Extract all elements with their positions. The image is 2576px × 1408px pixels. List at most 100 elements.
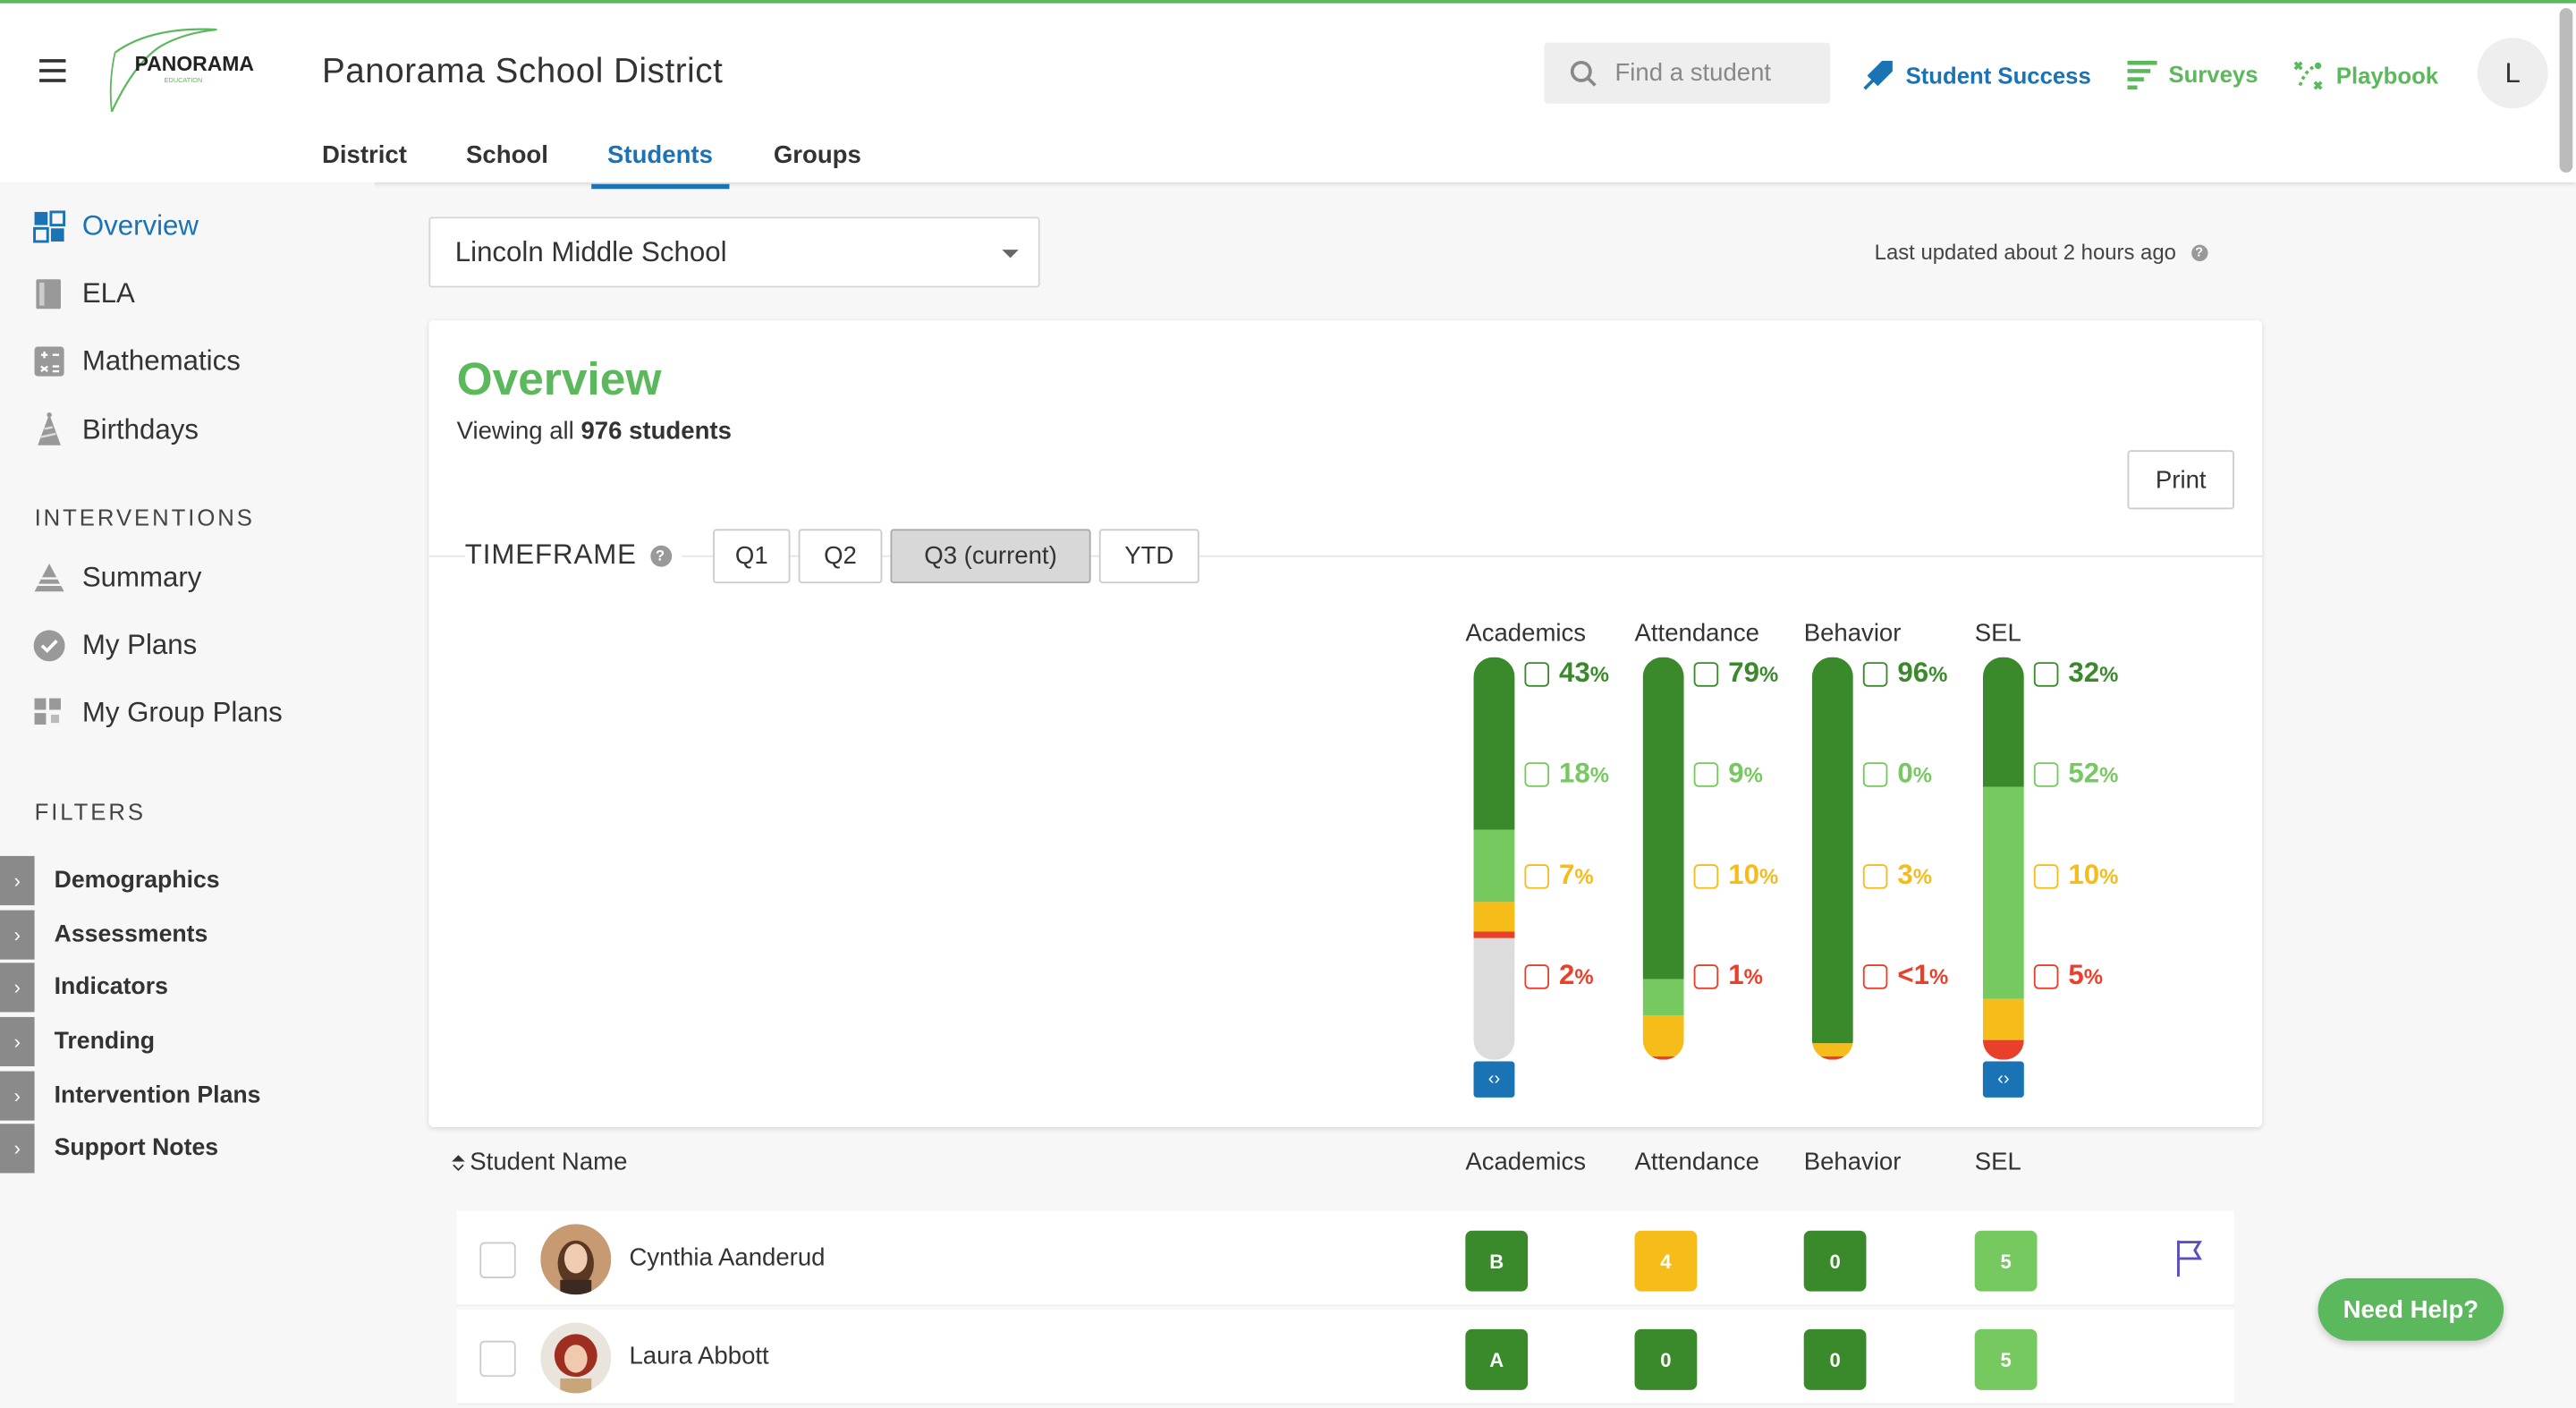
checkbox[interactable] — [2033, 963, 2059, 988]
student-search[interactable]: Find a student — [1544, 42, 1831, 104]
level-filter-checkbox[interactable]: 0% — [1862, 758, 1932, 791]
filter-intervention-plans[interactable]: › Intervention Plans — [0, 1071, 375, 1121]
level-filter-checkbox[interactable]: 9% — [1693, 758, 1763, 791]
attendance-badge[interactable]: 0 — [1634, 1328, 1698, 1390]
level-filter-checkbox[interactable]: 96% — [1862, 657, 1947, 691]
filter-demographics[interactable]: › Demographics — [0, 855, 375, 906]
behavior-badge[interactable]: 0 — [1803, 1328, 1867, 1390]
bar-segment[interactable] — [1982, 787, 2024, 999]
search-input[interactable]: Find a student — [1614, 59, 1772, 88]
level-filter-checkbox[interactable]: 79% — [1693, 657, 1778, 691]
scrollbar[interactable] — [2559, 8, 2573, 173]
tab-groups[interactable]: Groups — [773, 140, 861, 170]
checkbox[interactable] — [2033, 863, 2059, 888]
playbook-link[interactable]: Playbook — [2290, 57, 2438, 93]
row-checkbox[interactable] — [479, 1242, 516, 1278]
bar-segment[interactable] — [1642, 657, 1684, 979]
filter-assessments[interactable]: › Assessments — [0, 910, 375, 960]
level-filter-checkbox[interactable]: 1% — [1693, 960, 1763, 993]
tab-district[interactable]: District — [321, 140, 407, 170]
surveys-link[interactable]: Surveys — [2126, 57, 2258, 90]
behavior-badge[interactable]: 0 — [1803, 1230, 1867, 1292]
header-academics[interactable]: Academics — [1465, 1148, 1587, 1177]
help-icon[interactable]: ? — [649, 544, 672, 566]
bar-segment[interactable] — [1473, 830, 1515, 903]
level-filter-checkbox[interactable]: 7% — [1524, 860, 1594, 893]
filter-support-notes[interactable]: › Support Notes — [0, 1124, 375, 1174]
checkbox[interactable] — [1524, 963, 1550, 988]
checkbox[interactable] — [1862, 863, 1888, 888]
student-success-link[interactable]: Student Success — [1860, 57, 2091, 93]
timeframe-q3-current[interactable]: Q3 (current) — [890, 529, 1091, 584]
bar-segment[interactable] — [1982, 657, 2024, 788]
level-filter-checkbox[interactable]: 3% — [1862, 860, 1932, 893]
print-button[interactable]: Print — [2127, 450, 2234, 510]
expand-code-icon[interactable]: ‹› — [1982, 1061, 2024, 1098]
student-name[interactable]: Laura Abbott — [629, 1342, 769, 1370]
bar-segment[interactable] — [1642, 978, 1684, 1015]
checkbox[interactable] — [1524, 661, 1550, 686]
panorama-logo[interactable]: PANORAMA EDUCATION — [102, 23, 259, 119]
tab-school[interactable]: School — [466, 140, 548, 170]
checkbox[interactable] — [1693, 661, 1719, 686]
sel-badge[interactable]: 5 — [1974, 1328, 2038, 1390]
sidebar-item-ela[interactable]: ELA — [33, 277, 135, 310]
header-behavior[interactable]: Behavior — [1803, 1148, 1902, 1177]
academics-badge[interactable]: B — [1465, 1230, 1529, 1292]
bar-segment[interactable] — [1982, 1039, 2024, 1060]
level-filter-checkbox[interactable]: 18% — [1524, 758, 1609, 791]
checkbox[interactable] — [1862, 963, 1888, 988]
timeframe-q1[interactable]: Q1 — [713, 529, 791, 584]
tab-students[interactable]: Students — [590, 141, 730, 190]
menu-icon[interactable] — [39, 59, 66, 82]
bar-segment[interactable] — [1642, 1014, 1684, 1056]
checkbox[interactable] — [2033, 761, 2059, 786]
checkbox[interactable] — [1693, 761, 1719, 786]
attendance-badge[interactable]: 4 — [1634, 1230, 1698, 1292]
bar-segment[interactable] — [1473, 657, 1515, 831]
row-checkbox[interactable] — [479, 1340, 516, 1378]
sidebar-item-overview[interactable]: Overview — [33, 210, 199, 243]
bar-segment[interactable] — [1811, 1043, 1853, 1056]
sidebar-item-summary[interactable]: Summary — [33, 562, 202, 595]
checkbox[interactable] — [1524, 761, 1550, 786]
sidebar-item-my-group-plans[interactable]: My Group Plans — [33, 697, 283, 730]
school-select[interactable]: Lincoln Middle School — [428, 216, 1040, 288]
level-filter-checkbox[interactable]: 52% — [2033, 758, 2118, 791]
sidebar-item-my-plans[interactable]: My Plans — [33, 629, 197, 662]
sidebar-item-birthdays[interactable]: Birthdays — [33, 412, 199, 448]
academics-badge[interactable]: A — [1465, 1328, 1529, 1390]
filter-trending[interactable]: › Trending — [0, 1016, 375, 1067]
bar-segment[interactable] — [1642, 1056, 1684, 1060]
sidebar-item-mathematics[interactable]: Mathematics — [33, 345, 241, 378]
bar-segment[interactable] — [1982, 998, 2024, 1039]
bar-segment[interactable] — [1473, 930, 1515, 939]
filter-indicators[interactable]: › Indicators — [0, 963, 375, 1013]
level-filter-checkbox[interactable]: 32% — [2033, 657, 2118, 691]
flag-icon[interactable] — [2175, 1239, 2205, 1278]
level-filter-checkbox[interactable]: 10% — [1693, 860, 1778, 893]
level-filter-checkbox[interactable]: 10% — [2033, 860, 2118, 893]
level-filter-checkbox[interactable]: <1% — [1862, 960, 1948, 993]
checkbox[interactable] — [1693, 963, 1719, 988]
checkbox[interactable] — [1862, 761, 1888, 786]
user-avatar[interactable]: L — [2477, 38, 2548, 109]
header-sel[interactable]: SEL — [1974, 1148, 2021, 1177]
level-filter-checkbox[interactable]: 43% — [1524, 657, 1609, 691]
checkbox[interactable] — [1524, 863, 1550, 888]
bar-segment[interactable] — [1473, 903, 1515, 931]
timeframe-ytd[interactable]: YTD — [1098, 529, 1199, 584]
sel-badge[interactable]: 5 — [1974, 1230, 2038, 1292]
checkbox[interactable] — [1862, 661, 1888, 686]
table-row[interactable]: Cynthia Aanderud B 4 0 5 — [456, 1210, 2234, 1307]
bar-segment[interactable] — [1811, 657, 1853, 1044]
table-row[interactable]: Laura Abbott A 0 0 5 — [456, 1309, 2234, 1405]
level-filter-checkbox[interactable]: 2% — [1524, 960, 1594, 993]
timeframe-q2[interactable]: Q2 — [798, 529, 883, 584]
student-name[interactable]: Cynthia Aanderud — [629, 1243, 826, 1272]
need-help-button[interactable]: Need Help? — [2318, 1277, 2504, 1341]
checkbox[interactable] — [1693, 863, 1719, 888]
header-attendance[interactable]: Attendance — [1634, 1148, 1759, 1177]
expand-code-icon[interactable]: ‹› — [1473, 1061, 1515, 1098]
bar-segment[interactable] — [1811, 1056, 1853, 1060]
